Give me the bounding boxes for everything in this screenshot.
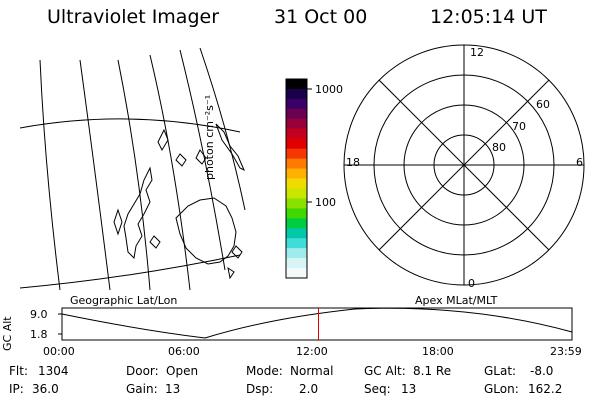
gain-label: Gain: [126, 382, 158, 396]
glat-value: -8.0 [530, 364, 554, 378]
mlt-meridian [378, 79, 550, 251]
glon-value: 162.2 [528, 382, 563, 396]
coastline [175, 153, 187, 167]
polar-plot-label: Apex MLat/MLT [415, 294, 498, 307]
colorbar-cell [286, 198, 307, 209]
door-value: Open [166, 364, 199, 378]
colorbar-cell [286, 79, 307, 90]
colorbar-cell [286, 218, 307, 229]
latitude-line [20, 254, 241, 289]
longitude-line [199, 47, 246, 211]
coastline [123, 166, 153, 260]
seq-label: Seq: [364, 382, 391, 396]
colorbar-tick-label: 1000 [315, 83, 343, 96]
ip-label: IP: [9, 382, 24, 396]
colorbar-cell [286, 138, 307, 150]
colorbar-cell [286, 188, 307, 199]
dsp-value: 2.0 [299, 382, 319, 396]
gc-alt-value: 8.1 Re [413, 364, 452, 378]
coastline [195, 149, 207, 165]
mlat-label-80: 80 [492, 141, 506, 154]
mlt-label-18: 18 [346, 156, 360, 169]
geo-map-label: Geographic Lat/Lon [70, 294, 178, 307]
colorbar-cell [286, 258, 307, 269]
colorbar-cell [286, 178, 307, 189]
colorbar-cell [286, 148, 307, 160]
time-axis-label: 06:00 [168, 345, 200, 358]
colorbar-cell [286, 158, 307, 170]
coastline [149, 235, 161, 249]
glat-label: GLat: [484, 364, 517, 378]
gain-value: 13 [165, 382, 181, 396]
coastline [113, 208, 123, 236]
mlat-label-60: 60 [536, 98, 550, 111]
time-axis-label: 12:00 [296, 345, 328, 358]
longitude-line [117, 59, 151, 290]
mode-label: Mode: [246, 364, 283, 378]
instrument-title: Ultraviolet Imager [47, 6, 220, 28]
coastline [175, 197, 237, 265]
colorbar-cell [286, 88, 307, 100]
colorbar-cell [286, 248, 307, 259]
glon-label: GLon: [484, 382, 519, 396]
colorbar-cell [286, 98, 307, 110]
mlat-label-70: 70 [512, 120, 526, 133]
colorbar-cell [286, 128, 307, 140]
colorbar-cell [286, 268, 307, 279]
seq-value: 13 [401, 382, 417, 396]
longitude-line [39, 59, 61, 290]
colorbar-cell [286, 168, 307, 179]
time-label: 12:05:14 UT [430, 6, 547, 28]
altitude-ytick-label: 1.8 [30, 328, 48, 341]
altitude-ylabel: GC Alt [1, 316, 14, 351]
colorbar-cell [286, 208, 307, 219]
time-axis-label: 00:00 [43, 345, 75, 358]
mlt-label-0: 0 [468, 277, 475, 290]
date-label: 31 Oct 00 [274, 6, 368, 28]
flight-value: 1304 [38, 364, 69, 378]
colorbar-cell [286, 108, 307, 120]
coastline [231, 245, 243, 259]
gc-alt-label: GC Alt: [364, 364, 406, 378]
coastline [215, 123, 245, 172]
mlt-label-12: 12 [470, 46, 484, 59]
colorbar-cell [286, 228, 307, 239]
mlt-label-6: 6 [576, 156, 583, 169]
time-axis-label: 23:59 [550, 345, 582, 358]
ip-value: 36.0 [32, 382, 59, 396]
time-axis-label: 18:00 [422, 345, 454, 358]
flight-label: Flt: [9, 364, 28, 378]
mode-value: Normal [290, 364, 334, 378]
longitude-line [149, 54, 191, 290]
dsp-label: Dsp: [246, 382, 274, 396]
latitude-line [20, 118, 241, 133]
colorbar-cell [286, 238, 307, 249]
colorbar-tick-label: 100 [315, 196, 336, 209]
coastline [157, 128, 169, 152]
longitude-line [79, 59, 111, 290]
altitude-curve [61, 307, 573, 339]
altitude-ytick-label: 9.0 [30, 308, 48, 321]
coastline [227, 266, 235, 280]
door-label: Door: [126, 364, 159, 378]
colorbar-cell [286, 118, 307, 130]
